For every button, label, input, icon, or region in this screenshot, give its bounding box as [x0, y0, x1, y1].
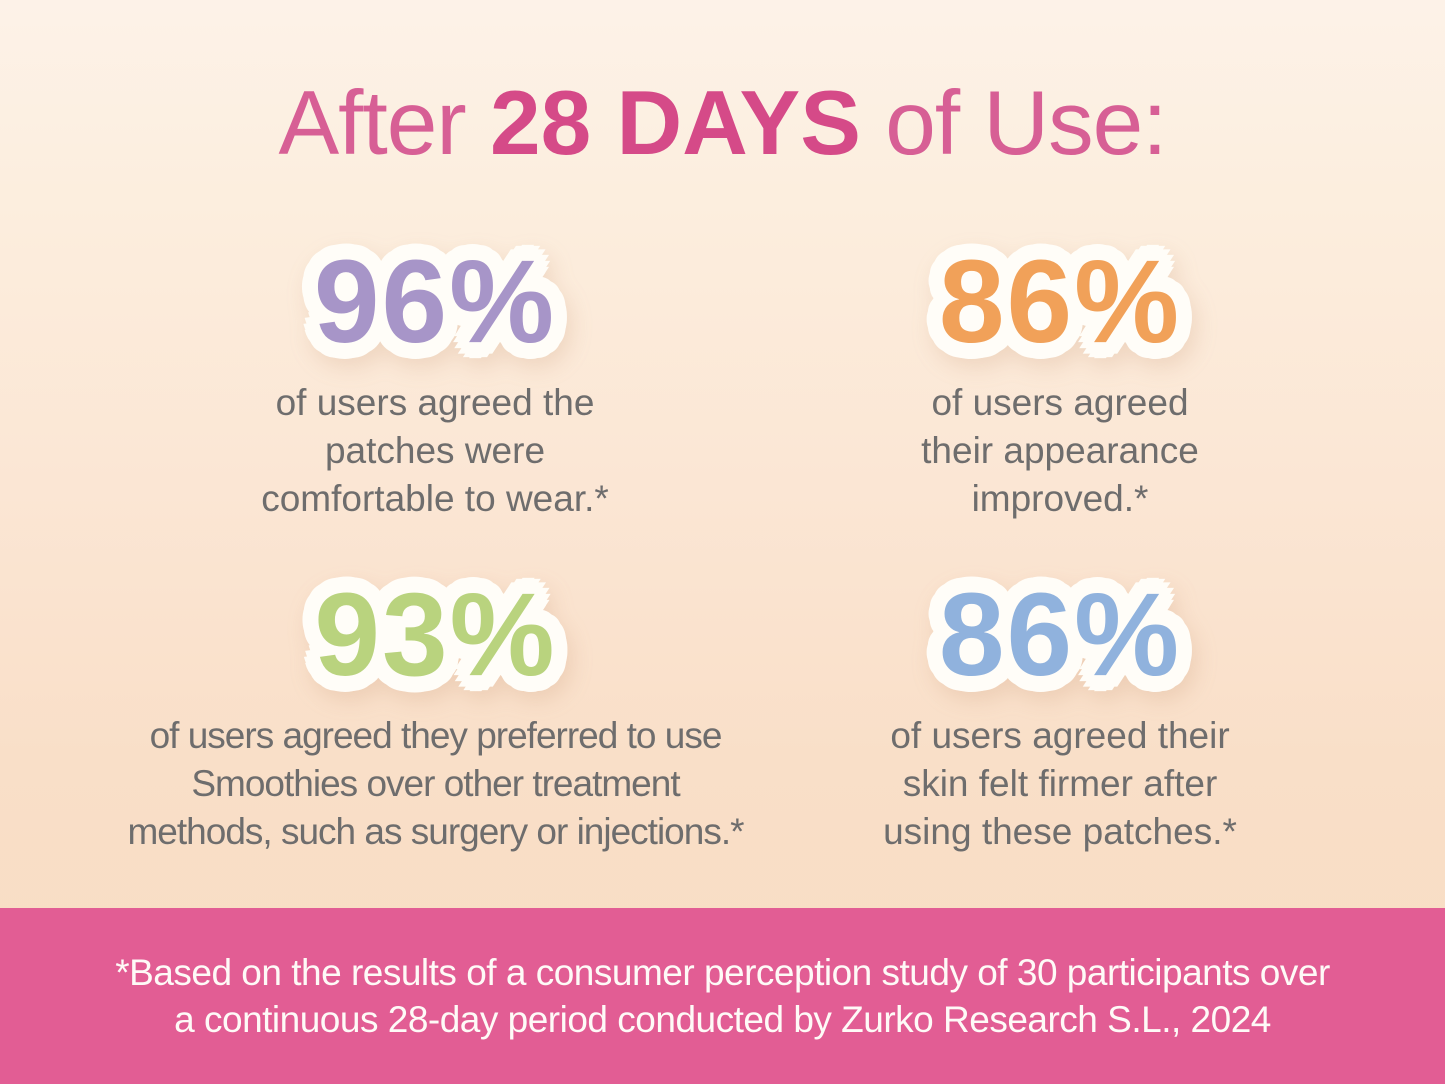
stat-description-line: of users agreed they preferred to use	[149, 715, 723, 756]
stat-description: of users agreed their appearance improve…	[820, 379, 1300, 523]
title-suffix: of Use:	[885, 73, 1167, 174]
stat-description-line: of users agreed the	[275, 382, 595, 423]
stat-block-comfort: 96% of users agreed the patches were com…	[85, 243, 785, 523]
stat-description: of users agreed they preferred to use Sm…	[48, 712, 823, 856]
stat-description: of users agreed the patches were comfort…	[85, 379, 785, 523]
stat-value-93: 93%	[314, 569, 557, 701]
footnote-bar: *Based on the results of a consumer perc…	[0, 908, 1445, 1084]
footnote-line: a continuous 28-day period conducted by …	[174, 999, 1271, 1040]
stat-description-line: their appearance	[921, 430, 1199, 471]
stat-description-line: comfortable to wear.*	[261, 478, 609, 519]
stat-description-line: of users agreed	[931, 382, 1189, 423]
title-prefix: After	[278, 73, 466, 174]
stat-block-firmness: 86% of users agreed their skin felt firm…	[815, 576, 1305, 856]
footnote-line: *Based on the results of a consumer perc…	[115, 952, 1330, 993]
stat-description-line: methods, such as surgery or injections.*	[127, 811, 744, 852]
stat-description-line: using these patches.*	[883, 811, 1237, 852]
stat-value-86-blue: 86%	[938, 569, 1182, 701]
title-highlight: 28 DAYS	[489, 73, 861, 174]
page-title: After 28 DAYS of Use:	[0, 72, 1445, 177]
stat-block-preference: 93% of users agreed they preferred to us…	[48, 576, 823, 856]
stat-value-86-orange: 86%	[938, 236, 1182, 368]
stat-description-line: of users agreed their	[890, 715, 1230, 756]
stat-description-line: patches were	[324, 430, 546, 471]
stat-block-appearance: 86% of users agreed their appearance imp…	[820, 243, 1300, 523]
stat-value-96: 96%	[313, 236, 557, 368]
stat-description-line: skin felt firmer after	[902, 763, 1218, 804]
stat-description: of users agreed their skin felt firmer a…	[815, 712, 1305, 856]
stat-description-line: Smoothies over other treatment	[191, 763, 680, 804]
stat-description-line: improved.*	[971, 478, 1149, 519]
